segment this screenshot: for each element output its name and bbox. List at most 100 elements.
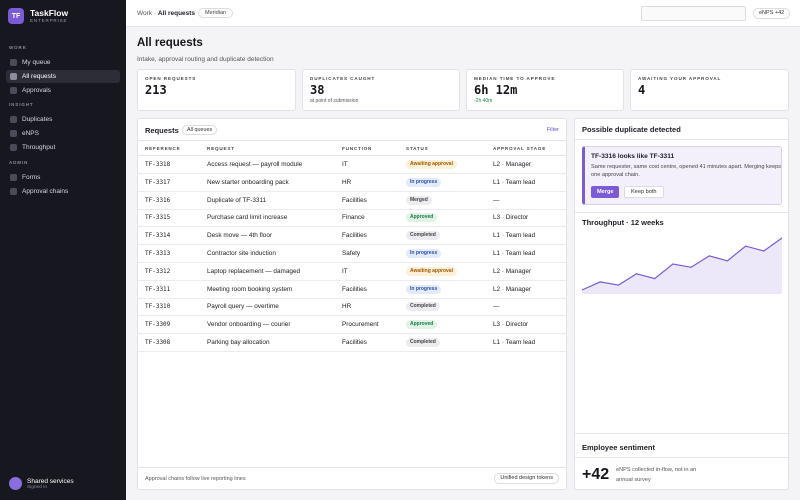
merge-button[interactable]: Merge bbox=[591, 186, 620, 198]
stat-label: DUPLICATES CAUGHT bbox=[310, 76, 376, 81]
nav-section-label: INSIGHT bbox=[9, 102, 34, 107]
sidebar-item-all-requests[interactable]: All requests bbox=[6, 70, 120, 83]
enps-icon bbox=[10, 130, 17, 137]
sidebar-item-label: All requests bbox=[22, 73, 56, 80]
brand[interactable]: TF TaskFlow ENTERPRISE bbox=[8, 8, 68, 24]
sidebar-item-label: Throughput bbox=[22, 144, 56, 151]
function-cell: IT bbox=[342, 161, 348, 168]
status-badge: In progress bbox=[406, 284, 442, 294]
divider bbox=[575, 457, 788, 458]
throughput-point bbox=[781, 237, 782, 239]
nav-section-label: ADMIN bbox=[9, 160, 29, 165]
reference-cell: TF-3315 bbox=[145, 214, 171, 222]
requests-footer: Approval chains follow live reporting li… bbox=[138, 467, 566, 489]
filter-button[interactable]: Filter bbox=[546, 127, 559, 133]
sentiment-note: eNPS collected in-flow, not in an annual… bbox=[616, 467, 697, 483]
column-header[interactable]: APPROVAL STAGE bbox=[493, 146, 547, 151]
sidebar-item-enps[interactable]: eNPS bbox=[6, 127, 120, 140]
throughput-title: Throughput · 12 weeks bbox=[582, 218, 664, 227]
user-status: Signed in bbox=[27, 484, 48, 490]
stat-card-duplicates-caught: DUPLICATES CAUGHT 38 at point of submissio… bbox=[302, 69, 460, 111]
sentiment-title: Employee sentiment bbox=[582, 443, 655, 452]
breadcrumb-parent[interactable]: Work bbox=[137, 10, 153, 17]
throughput-icon bbox=[10, 144, 17, 151]
theme-pill[interactable]: Meridian bbox=[198, 8, 234, 18]
request-cell: Payroll query — overtime bbox=[207, 303, 279, 311]
design-tokens-button[interactable]: Unified design tokens bbox=[494, 473, 559, 484]
table-row[interactable]: TF-3318 Access request — payroll module IT… bbox=[138, 156, 566, 174]
reference-cell: TF-3308 bbox=[145, 339, 171, 346]
throughput-point bbox=[635, 273, 638, 275]
column-header[interactable]: STATUS bbox=[406, 146, 429, 151]
table-row[interactable]: TF-3310 Payroll query — overtime HR — Comple… bbox=[138, 298, 566, 317]
stage-cell: L1 · Team lead bbox=[493, 339, 536, 346]
table-row[interactable]: TF-3311 Meeting room booking system Facili… bbox=[138, 281, 566, 299]
sidebar-item-approvals[interactable]: Approvals bbox=[6, 84, 120, 97]
request-cell: Contractor site induction bbox=[207, 250, 276, 257]
sidebar-item-throughput[interactable]: Throughput bbox=[6, 141, 120, 154]
duplicate-title: Possible duplicate detected bbox=[582, 125, 681, 134]
stage-cell: L3 · Director bbox=[493, 214, 529, 222]
stat-label: AWAITING YOUR APPROVAL bbox=[638, 76, 722, 81]
search-input[interactable] bbox=[641, 6, 746, 21]
user-name: Shared services bbox=[27, 477, 74, 485]
status-badge: Merged bbox=[406, 195, 432, 205]
table-header: REFERENCE REQUEST FUNCTION STATUS APPROV… bbox=[138, 141, 566, 156]
throughput-point bbox=[672, 263, 674, 265]
table-row[interactable]: TF-3309 Vendor onboarding — courier Procur… bbox=[138, 316, 566, 335]
function-cell: HR bbox=[342, 178, 352, 186]
stage-cell: L1 · Team lead bbox=[493, 250, 536, 257]
keep-both-button[interactable]: Keep both bbox=[624, 186, 664, 198]
sidebar-item-my-queue[interactable]: My queue bbox=[6, 56, 120, 69]
column-header[interactable]: FUNCTION bbox=[342, 146, 373, 151]
throughput-point bbox=[599, 281, 601, 283]
sidebar-item-forms[interactable]: Forms bbox=[6, 171, 120, 184]
stage-cell: L3 · Director bbox=[493, 321, 529, 329]
sidebar-item-duplicates[interactable]: Duplicates bbox=[6, 113, 120, 126]
duplicate-body: Same requester, same cost centre, opened… bbox=[591, 164, 781, 178]
throughput-point bbox=[617, 284, 619, 286]
enps-pill[interactable]: eNPS +42 bbox=[753, 8, 791, 19]
column-header[interactable]: REQUEST bbox=[207, 146, 235, 151]
table-row[interactable]: TF-3316 Duplicate of TF-3311 Facilities — Me… bbox=[138, 192, 566, 210]
stat-value: 38 bbox=[310, 83, 325, 97]
status-badge: Completed bbox=[406, 338, 440, 347]
table-row[interactable]: TF-3314 Desk move — 4th floor Facilities L1… bbox=[138, 227, 566, 246]
function-cell: Finance bbox=[342, 214, 365, 222]
function-cell: Facilities bbox=[342, 196, 367, 204]
sidebar-item-label: Approvals bbox=[22, 87, 51, 94]
table-row[interactable]: TF-3315 Purchase card limit increase Finan… bbox=[138, 209, 566, 228]
throughput-chart bbox=[582, 237, 782, 294]
function-cell: Safety bbox=[342, 250, 361, 257]
stage-cell: L1 · Team lead bbox=[493, 232, 536, 240]
divider bbox=[575, 212, 788, 213]
function-cell: Facilities bbox=[342, 339, 367, 346]
status-badge: In progress bbox=[406, 249, 442, 258]
column-header[interactable]: REFERENCE bbox=[145, 146, 181, 151]
status-badge: Completed bbox=[406, 302, 440, 312]
throughput-point bbox=[582, 289, 583, 291]
user-menu[interactable]: Shared services Signed in bbox=[9, 477, 74, 490]
status-badge: Awaiting approval bbox=[406, 266, 457, 276]
insights-panel: Possible duplicate detected TF-3316 look… bbox=[574, 118, 789, 490]
duplicate-alert: TF-3316 looks like TF-3311 Same requeste… bbox=[582, 146, 782, 205]
request-cell: Meeting room booking system bbox=[207, 285, 293, 293]
stage-cell: L2 · Manager bbox=[493, 161, 532, 168]
stat-note: -2h 40m bbox=[474, 98, 493, 104]
sidebar-item-approval-chains[interactable]: Approval chains bbox=[6, 185, 120, 198]
page-title: All requests bbox=[137, 37, 203, 49]
table-row[interactable]: TF-3312 Laptop replacement — damaged IT L2 … bbox=[138, 263, 566, 281]
table-row[interactable]: TF-3317 New starter onboarding pack HR L1 ·… bbox=[138, 174, 566, 192]
brand-edition: ENTERPRISE bbox=[30, 18, 68, 23]
breadcrumb-current: All requests bbox=[157, 10, 196, 17]
reference-cell: TF-3318 bbox=[145, 161, 171, 168]
stat-label: MEDIAN TIME TO APPROVE bbox=[474, 76, 556, 81]
throughput-point bbox=[763, 250, 765, 252]
sidebar-item-label: Approval chains bbox=[22, 188, 69, 195]
table-row[interactable]: TF-3313 Contractor site induction Safety L1… bbox=[138, 245, 566, 263]
reference-cell: TF-3317 bbox=[145, 178, 171, 186]
table-row[interactable]: TF-3308 Parking bay allocation Facilities L… bbox=[138, 334, 566, 352]
divider bbox=[575, 139, 788, 140]
stat-card-median-time-to-approve: MEDIAN TIME TO APPROVE 6h 12m -2h 40m bbox=[466, 69, 624, 111]
queue-filter[interactable]: All queues bbox=[182, 125, 218, 135]
